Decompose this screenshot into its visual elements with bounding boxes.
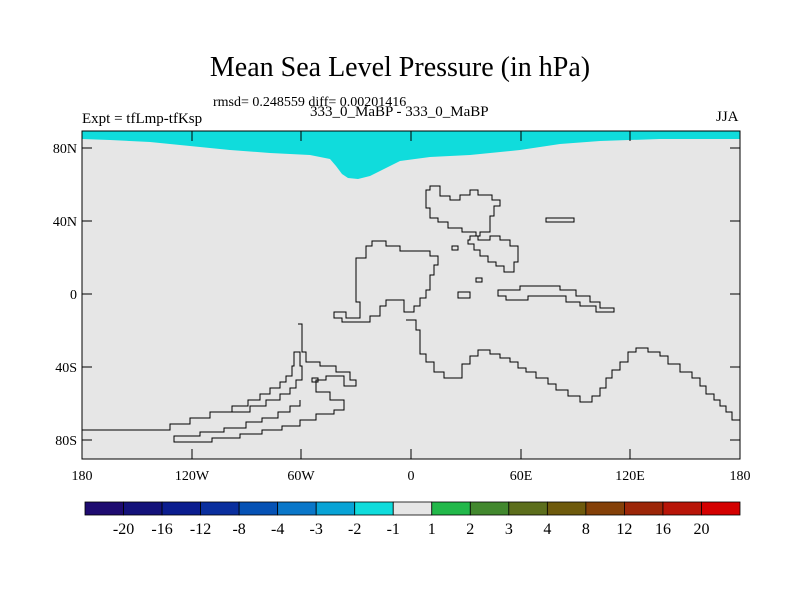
x-axis-ticks	[81, 131, 741, 459]
coastline-africa	[425, 185, 501, 237]
colorbar-label: 4	[543, 521, 551, 538]
colorbar-label: -12	[190, 521, 211, 538]
colorbar-box	[469, 501, 510, 516]
coastline-contours	[82, 185, 740, 443]
colorbar-box	[277, 501, 317, 516]
y-tick-label: 80S	[55, 434, 77, 449]
coastline-north-island	[545, 217, 575, 223]
colorbar-box	[123, 501, 163, 516]
colorbar-box	[662, 501, 702, 516]
coastline-south-america	[333, 240, 439, 323]
colorbar-box	[701, 501, 741, 516]
colorbar-box	[585, 501, 625, 516]
pressure-field-background	[82, 131, 740, 459]
coastline-southern-arc	[82, 351, 303, 431]
colorbar-label: 3	[505, 521, 513, 538]
x-tick-label: 60W	[287, 469, 315, 484]
colorbar-box	[392, 501, 433, 516]
colorbar-label: 1	[428, 521, 436, 538]
colorbar-box	[84, 501, 124, 516]
colorbar-label: -20	[113, 521, 134, 538]
x-tick-label: 180	[72, 469, 93, 484]
colorbar-label: 2	[466, 521, 474, 538]
pressure-anomaly-region	[82, 131, 740, 179]
x-tick-label: 60E	[510, 469, 533, 484]
x-tick-label: 120W	[175, 469, 210, 484]
x-tick-label: 120E	[615, 469, 645, 484]
colorbar-label: 20	[693, 521, 709, 538]
colorbar-box	[315, 501, 356, 516]
season-label: JJA	[716, 109, 739, 125]
coastline-equatorial-strip	[497, 285, 615, 313]
coastline-island-3	[457, 291, 471, 299]
colorbar-label: 8	[582, 521, 590, 538]
colorbar-label: -16	[151, 521, 172, 538]
colorbar-label: 12	[616, 521, 632, 538]
colorbar-box	[354, 501, 394, 516]
y-tick-label: 0	[70, 288, 77, 303]
run-comparison-label: 333_0_MaBP - 333_0_MaBP	[310, 104, 489, 120]
colorbar-box	[238, 501, 279, 516]
coastline-equatorial-region	[467, 235, 519, 273]
coastline-island-2	[475, 277, 483, 283]
coastline-small-loop	[311, 377, 319, 383]
coastline-island-1	[451, 245, 459, 251]
y-tick-label: 40N	[53, 215, 77, 230]
experiment-label: Expt = tfLmp-tfKsp	[82, 111, 203, 127]
colorbar-box	[508, 501, 548, 516]
colorbar-label: -4	[271, 521, 284, 538]
colorbar-label: -8	[232, 521, 245, 538]
x-tick-label: 180	[730, 469, 751, 484]
y-tick-label: 40S	[55, 361, 77, 376]
coastline-antarctic-margin	[406, 319, 740, 421]
colorbar	[84, 501, 741, 516]
colorbar-label: -2	[348, 521, 361, 538]
colorbar-box	[161, 501, 201, 516]
map-title: Mean Sea Level Pressure (in hPa)	[209, 52, 591, 83]
colorbar-label: 16	[655, 521, 671, 538]
y-tick-label: 80N	[53, 142, 77, 157]
x-tick-label: 0	[408, 469, 415, 484]
statistics-label: rmsd= 0.248559 diff= 0.00201416	[213, 95, 407, 110]
colorbar-box	[431, 501, 471, 516]
coastline-southern-inner-arc	[173, 323, 357, 443]
colorbar-box	[624, 501, 664, 516]
colorbar-label: -1	[387, 521, 400, 538]
colorbar-label: -3	[310, 521, 323, 538]
colorbar-box	[200, 501, 240, 516]
colorbar-box	[546, 501, 587, 516]
y-axis-ticks	[82, 147, 740, 441]
colorbar-labels: -20 -16 -12 -8 -4 -3 -2 -1 1 2 3 4 8 12 16 20	[113, 521, 710, 538]
